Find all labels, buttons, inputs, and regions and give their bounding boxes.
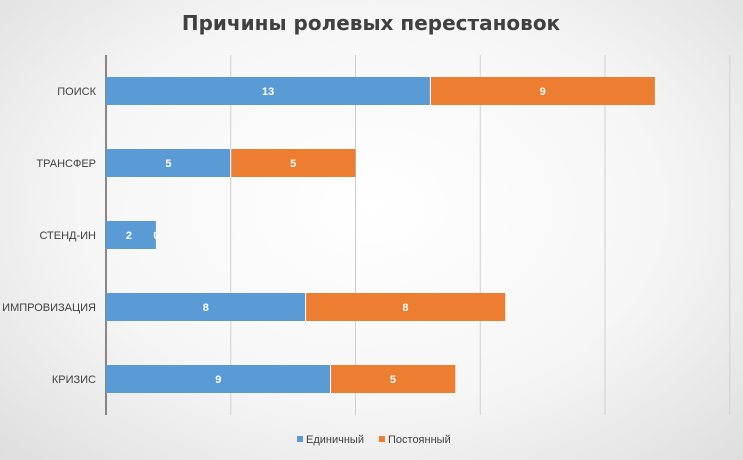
data-label: 2 [126, 230, 132, 242]
data-label: 9 [215, 374, 221, 386]
chart-title: Причины ролевых перестановок [182, 11, 561, 35]
category-label: ИМПРОВИЗАЦИЯ [2, 302, 96, 314]
bar-permanent [230, 149, 356, 177]
legend-swatch [297, 436, 303, 442]
category-label: СТЕНД-ИН [39, 230, 96, 242]
category-label: ПОИСК [57, 86, 96, 98]
data-labels: 13 9 5 5 2 0 8 8 9 5 [126, 86, 546, 386]
bar-single [106, 77, 431, 105]
data-label: 8 [402, 302, 408, 314]
data-label: 13 [262, 86, 274, 98]
data-label: 9 [540, 86, 546, 98]
data-label: 5 [290, 158, 296, 170]
data-label: 8 [203, 302, 209, 314]
legend-label: Постоянный [388, 434, 451, 446]
legend-swatch [379, 436, 385, 442]
bar-single [106, 149, 231, 177]
category-labels: ПОИСК ТРАНСФЕР СТЕНД-ИН ИМПРОВИЗАЦИЯ КРИЗИС [2, 86, 96, 386]
gridlines [105, 55, 731, 415]
category-label: ТРАНСФЕР [36, 158, 96, 170]
bar-permanent [305, 293, 506, 321]
bar-permanent [430, 77, 655, 105]
bar-single [106, 293, 306, 321]
bar-single [106, 221, 156, 249]
category-label: КРИЗИС [52, 374, 96, 386]
legend-label: Единичный [306, 434, 364, 446]
data-label: 0 [153, 230, 159, 242]
legend: Единичный Постоянный [297, 434, 451, 446]
bar-single [106, 365, 331, 393]
data-label: 5 [165, 158, 171, 170]
bar-permanent [330, 365, 456, 393]
bars [106, 77, 655, 393]
data-label: 5 [390, 374, 396, 386]
